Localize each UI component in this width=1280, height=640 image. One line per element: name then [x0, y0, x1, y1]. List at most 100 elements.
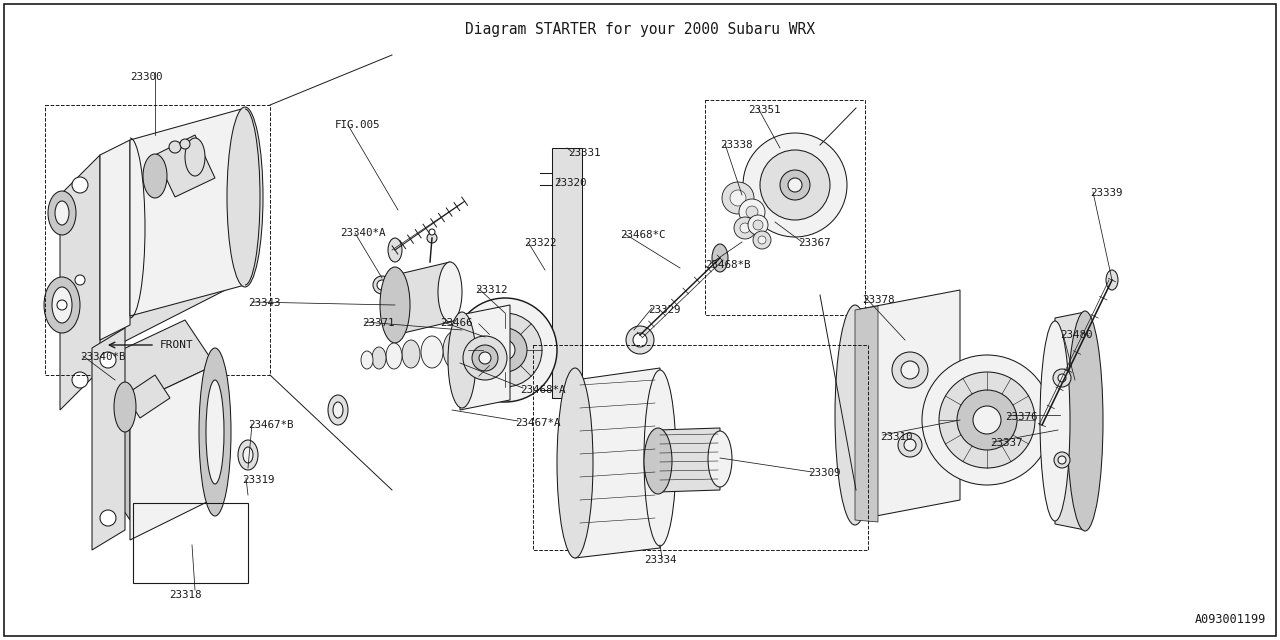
Circle shape — [1053, 369, 1071, 387]
Circle shape — [746, 206, 758, 218]
Circle shape — [76, 275, 84, 285]
Polygon shape — [100, 360, 131, 520]
Circle shape — [428, 233, 436, 243]
Bar — [705, 100, 865, 315]
Circle shape — [372, 276, 390, 294]
Circle shape — [495, 340, 515, 360]
Circle shape — [730, 190, 746, 206]
Polygon shape — [131, 108, 244, 316]
Circle shape — [904, 439, 916, 451]
Ellipse shape — [361, 351, 372, 369]
Circle shape — [733, 217, 756, 239]
Circle shape — [748, 215, 768, 235]
Circle shape — [753, 231, 771, 249]
Circle shape — [739, 199, 765, 225]
Ellipse shape — [835, 305, 876, 525]
Circle shape — [483, 328, 527, 372]
Circle shape — [760, 150, 829, 220]
Polygon shape — [658, 428, 721, 492]
Polygon shape — [99, 225, 133, 283]
Ellipse shape — [49, 191, 76, 235]
Text: Diagram STARTER for your 2000 Subaru WRX: Diagram STARTER for your 2000 Subaru WRX — [465, 22, 815, 37]
Circle shape — [72, 177, 88, 193]
Polygon shape — [60, 155, 100, 410]
Ellipse shape — [52, 287, 72, 323]
Bar — [532, 345, 868, 550]
Polygon shape — [100, 140, 131, 340]
Text: 23367: 23367 — [797, 238, 831, 248]
Polygon shape — [855, 306, 878, 522]
Circle shape — [740, 223, 750, 233]
Circle shape — [479, 352, 492, 364]
Polygon shape — [100, 320, 215, 405]
Ellipse shape — [372, 347, 387, 369]
Text: 23340*A: 23340*A — [340, 228, 385, 238]
Ellipse shape — [644, 370, 676, 546]
Ellipse shape — [44, 277, 81, 333]
Polygon shape — [125, 375, 170, 418]
Polygon shape — [61, 213, 99, 355]
Ellipse shape — [402, 340, 420, 368]
Ellipse shape — [1039, 321, 1070, 521]
Circle shape — [973, 406, 1001, 434]
Circle shape — [626, 326, 654, 354]
Text: 23343: 23343 — [248, 298, 280, 308]
Text: 23337: 23337 — [989, 438, 1023, 448]
Bar — [133, 503, 248, 583]
Circle shape — [892, 352, 928, 388]
Text: 23300: 23300 — [131, 72, 163, 82]
Text: 23468*C: 23468*C — [620, 230, 666, 240]
Ellipse shape — [1068, 311, 1103, 531]
Circle shape — [753, 220, 763, 230]
Text: 23334: 23334 — [644, 555, 676, 565]
Ellipse shape — [421, 336, 443, 368]
Circle shape — [378, 280, 387, 290]
Text: 23467*B: 23467*B — [248, 420, 293, 430]
Circle shape — [72, 372, 88, 388]
Text: 23340*B: 23340*B — [81, 352, 125, 362]
Text: 23376: 23376 — [1005, 412, 1038, 422]
Text: 23329: 23329 — [648, 305, 681, 315]
Text: 23322: 23322 — [524, 238, 557, 248]
Ellipse shape — [448, 312, 476, 408]
Circle shape — [957, 390, 1018, 450]
Ellipse shape — [557, 368, 593, 558]
Circle shape — [940, 372, 1036, 468]
Polygon shape — [61, 225, 244, 355]
Circle shape — [169, 141, 180, 153]
Circle shape — [899, 433, 922, 457]
Ellipse shape — [712, 244, 728, 272]
Circle shape — [788, 178, 803, 192]
Polygon shape — [575, 368, 660, 558]
Circle shape — [758, 236, 765, 244]
Circle shape — [742, 133, 847, 237]
Text: 23378: 23378 — [861, 295, 895, 305]
Text: 23480: 23480 — [1060, 330, 1093, 340]
Circle shape — [58, 300, 67, 310]
Polygon shape — [460, 305, 509, 410]
Circle shape — [463, 336, 507, 380]
Polygon shape — [99, 225, 244, 283]
Text: FIG.005: FIG.005 — [335, 120, 380, 130]
Ellipse shape — [388, 238, 402, 262]
Ellipse shape — [227, 107, 262, 287]
Polygon shape — [155, 135, 215, 197]
Ellipse shape — [206, 380, 224, 484]
Circle shape — [472, 345, 498, 371]
Ellipse shape — [644, 428, 672, 494]
Text: 23467*A: 23467*A — [515, 418, 561, 428]
Circle shape — [780, 170, 810, 200]
Text: 23309: 23309 — [808, 468, 841, 478]
Text: 23318: 23318 — [169, 590, 201, 600]
Text: 23312: 23312 — [475, 285, 507, 295]
Circle shape — [901, 361, 919, 379]
Polygon shape — [92, 328, 125, 550]
Ellipse shape — [55, 201, 69, 225]
Circle shape — [1059, 374, 1066, 382]
Text: 23310: 23310 — [881, 432, 913, 442]
Circle shape — [722, 182, 754, 214]
Polygon shape — [61, 138, 210, 300]
Ellipse shape — [114, 382, 136, 432]
Ellipse shape — [1106, 270, 1117, 290]
Text: 23331: 23331 — [568, 148, 600, 158]
